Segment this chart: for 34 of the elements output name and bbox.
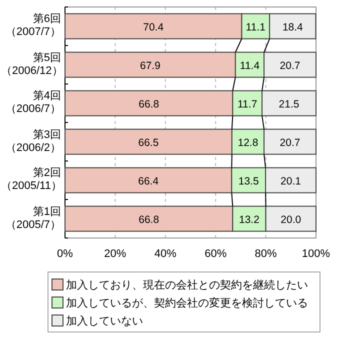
data-label: 66.5 bbox=[138, 136, 159, 149]
legend: 加入しているが、契約会社の変更を検討している bbox=[52, 296, 308, 310]
legend: 加入していない bbox=[52, 314, 143, 328]
data-label: 67.9 bbox=[140, 60, 161, 72]
y-tick-label: 第1回（2005/7） bbox=[4, 206, 61, 232]
data-label: 11.1 bbox=[246, 21, 266, 34]
data-label: 11.7 bbox=[238, 98, 258, 110]
data-label: 70.4 bbox=[143, 21, 164, 34]
data-label: 20.7 bbox=[280, 136, 300, 149]
data-label: 20.7 bbox=[280, 60, 300, 72]
legend: 加入しており、現在の会社との契約を継続したい bbox=[52, 278, 308, 292]
data-label: 66.8 bbox=[138, 98, 160, 110]
x-tick-label: 80% bbox=[254, 248, 278, 260]
data-label: 66.4 bbox=[138, 175, 159, 188]
y-tick-label: 第3回（2006/2） bbox=[4, 128, 61, 155]
data-label: 12.8 bbox=[238, 136, 258, 149]
y-tick-label: 第4回（2006/7） bbox=[4, 90, 61, 116]
y-tick-label: 第6回（2007/7） bbox=[4, 13, 61, 40]
data-label: 18.4 bbox=[282, 21, 304, 34]
y-tick-label: 第2回（2005/11） bbox=[1, 167, 62, 194]
x-tick-label: 40% bbox=[154, 248, 177, 260]
x-tick-label: 100% bbox=[302, 248, 330, 260]
y-tick-label: 第5回（2006/12） bbox=[1, 52, 63, 78]
data-label: 11.4 bbox=[240, 60, 260, 72]
data-label: 20.1 bbox=[280, 175, 302, 188]
x-tick-label: 60% bbox=[204, 248, 227, 260]
data-label: 20.0 bbox=[280, 214, 302, 226]
data-label: 21.5 bbox=[278, 98, 300, 110]
data-label: 13.2 bbox=[239, 214, 260, 226]
x-tick-label: 0% bbox=[57, 248, 74, 260]
data-label: 66.8 bbox=[138, 214, 160, 226]
legend-label: 加入していない bbox=[66, 314, 143, 328]
data-label: 13.5 bbox=[238, 175, 259, 188]
x-tick-label: 20% bbox=[104, 248, 126, 260]
